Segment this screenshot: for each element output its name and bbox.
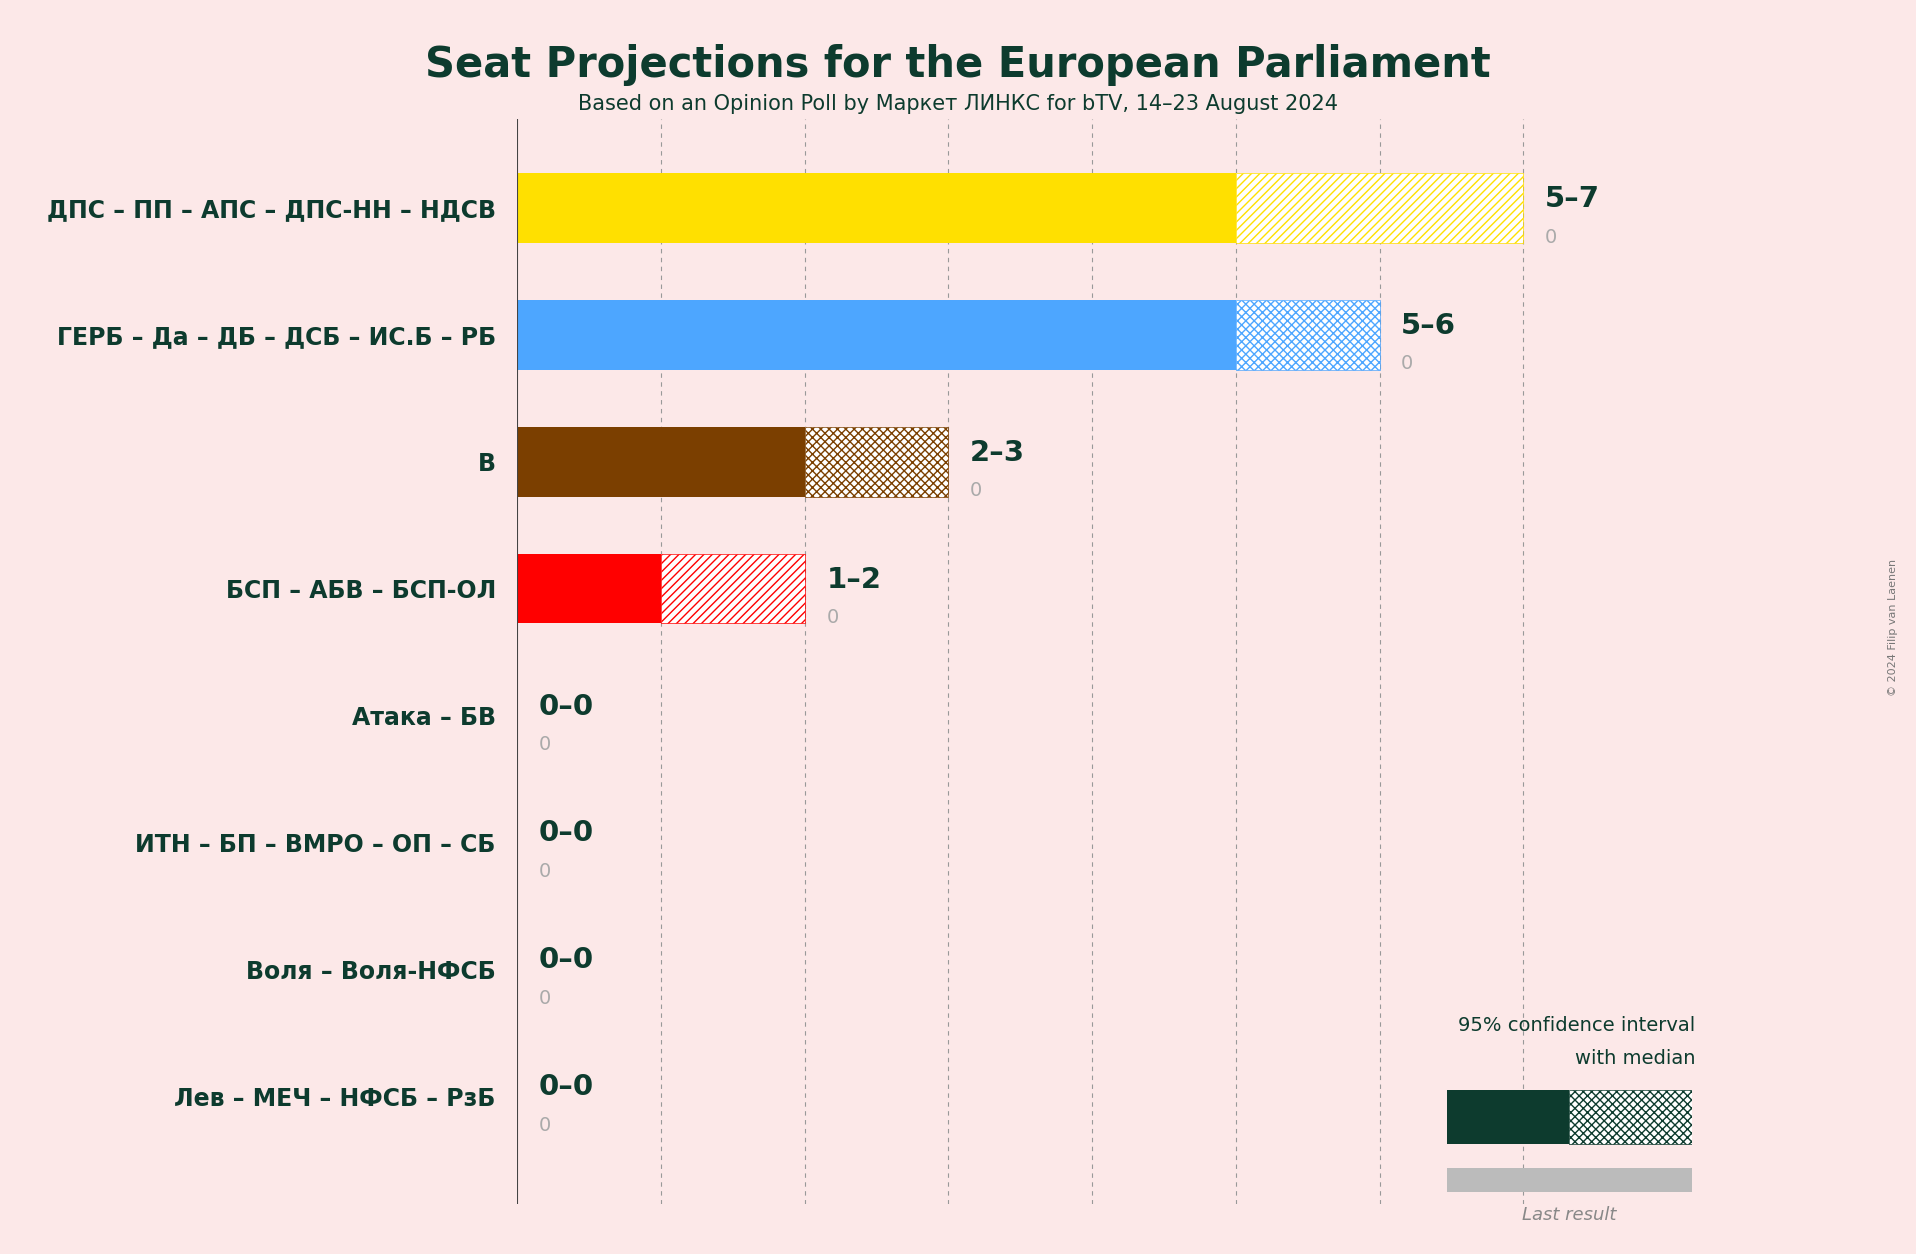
Text: 5–7: 5–7 xyxy=(1544,186,1600,213)
Text: 0: 0 xyxy=(826,608,839,627)
Text: 0–0: 0–0 xyxy=(538,692,594,721)
Text: 0: 0 xyxy=(538,1116,552,1135)
Text: © 2024 Filip van Laenen: © 2024 Filip van Laenen xyxy=(1887,558,1899,696)
Text: 0–0: 0–0 xyxy=(538,947,594,974)
Text: 2–3: 2–3 xyxy=(969,439,1025,466)
FancyBboxPatch shape xyxy=(1569,1090,1692,1145)
Text: Last result: Last result xyxy=(1521,1206,1617,1224)
Text: 0: 0 xyxy=(538,861,552,882)
FancyBboxPatch shape xyxy=(1447,1090,1569,1145)
Text: 0: 0 xyxy=(538,735,552,754)
FancyBboxPatch shape xyxy=(517,554,661,623)
FancyBboxPatch shape xyxy=(1447,1167,1692,1193)
Text: 95% confidence interval: 95% confidence interval xyxy=(1458,1016,1696,1035)
FancyBboxPatch shape xyxy=(805,426,948,497)
Text: 0–0: 0–0 xyxy=(538,1073,594,1101)
FancyBboxPatch shape xyxy=(1236,173,1523,243)
Text: 5–6: 5–6 xyxy=(1401,312,1456,340)
Text: 1–2: 1–2 xyxy=(826,566,881,593)
Text: with median: with median xyxy=(1575,1050,1696,1068)
FancyBboxPatch shape xyxy=(517,426,805,497)
FancyBboxPatch shape xyxy=(1236,300,1380,370)
Text: Based on an Opinion Poll by Маркет ЛИНКС for bTV, 14–23 August 2024: Based on an Opinion Poll by Маркет ЛИНКС… xyxy=(579,94,1337,114)
FancyBboxPatch shape xyxy=(517,173,1236,243)
FancyBboxPatch shape xyxy=(517,300,1236,370)
Text: 0: 0 xyxy=(538,989,552,1008)
Text: 0–0: 0–0 xyxy=(538,819,594,848)
Text: 0: 0 xyxy=(969,482,983,500)
FancyBboxPatch shape xyxy=(661,554,805,623)
Text: 0: 0 xyxy=(1544,228,1558,247)
Text: Seat Projections for the European Parliament: Seat Projections for the European Parlia… xyxy=(425,44,1491,85)
Text: 0: 0 xyxy=(1401,355,1414,374)
